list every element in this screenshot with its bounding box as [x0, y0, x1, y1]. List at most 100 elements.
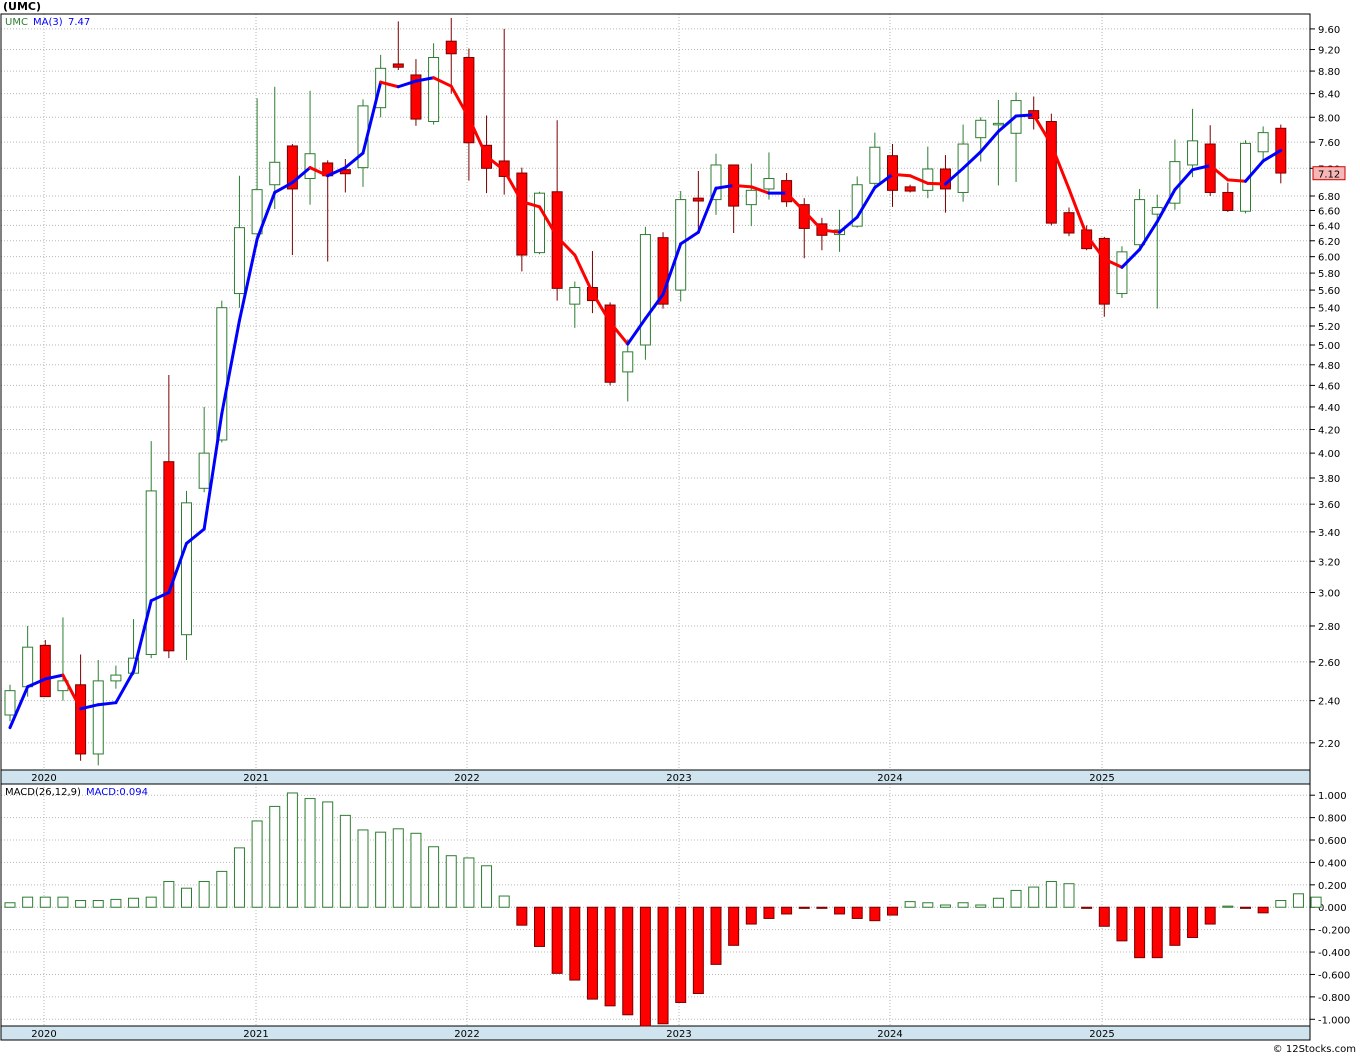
price-y-tick-label: 4.60	[1318, 381, 1340, 392]
candle-body	[4, 690, 16, 716]
candle-body	[269, 161, 281, 186]
ma-segment	[732, 183, 753, 189]
candle-body	[1063, 212, 1075, 234]
ma-segment	[502, 168, 524, 204]
macd-bar	[1240, 906, 1251, 909]
price-date-axis-band	[0, 769, 1311, 785]
ma-segment	[1102, 257, 1124, 269]
macd-bar	[181, 887, 192, 908]
ma-segment	[273, 181, 294, 194]
ma-segment	[538, 205, 559, 239]
macd-bar	[604, 906, 616, 1007]
legend-ma-label: MA(3)	[33, 17, 63, 28]
macd-date-tick-label: 2024	[877, 1029, 902, 1040]
price-y-tick-label: 8.80	[1318, 67, 1340, 78]
macd-bar	[551, 906, 563, 974]
legend-ma-value: 7.47	[68, 17, 90, 28]
ma-segment	[679, 230, 700, 246]
candle-body	[339, 169, 351, 175]
ma-segment	[1032, 113, 1053, 147]
macd-bar	[498, 895, 510, 908]
price-y-tick-label: 5.80	[1318, 269, 1340, 280]
macd-bar	[1045, 880, 1057, 908]
macd-bar	[534, 906, 545, 947]
macd-bar	[1275, 900, 1287, 908]
price-y-tick-label: 7.60	[1318, 138, 1340, 149]
macd-bar	[569, 906, 581, 981]
macd-bar	[1310, 896, 1322, 908]
macd-date-tick-label: 2020	[31, 1029, 56, 1040]
ma-segment	[361, 80, 383, 155]
price-date-tick-label: 2022	[454, 773, 479, 784]
macd-y-tick-label: -0.600	[1318, 970, 1350, 981]
ma-segment	[1014, 113, 1036, 118]
price-date-tick-label: 2020	[31, 773, 56, 784]
ma-segment	[485, 154, 506, 172]
candle-body	[657, 237, 669, 305]
ma-segment	[1173, 168, 1195, 192]
price-y-tick-label: 6.60	[1318, 206, 1340, 217]
macd-bar	[798, 906, 810, 909]
macd-bar	[816, 906, 828, 909]
macd-bar	[922, 902, 934, 908]
macd-bar	[1292, 893, 1304, 908]
macd-bar	[481, 865, 493, 908]
last-price-badge: 7.12	[1312, 166, 1346, 181]
macd-bar	[904, 901, 916, 908]
ma-segment	[608, 320, 630, 346]
ma-segment	[449, 84, 471, 120]
price-y-tick-label: 6.80	[1318, 192, 1340, 203]
candle-body	[569, 286, 581, 305]
macd-bar	[39, 896, 51, 908]
candle-body	[710, 164, 722, 201]
price-y-tick-label: 2.40	[1318, 697, 1340, 708]
macd-y-tick-label: 1.000	[1318, 791, 1347, 802]
candle-body	[445, 40, 457, 55]
candle-body	[304, 153, 316, 180]
macd-bar	[710, 906, 722, 965]
macd-bar	[304, 798, 316, 908]
ma-segment	[220, 318, 241, 416]
macd-bar	[251, 820, 263, 908]
ma-segment	[696, 186, 718, 234]
candle-body	[604, 304, 616, 383]
macd-panel-frame	[0, 783, 1311, 1027]
macd-bar	[163, 880, 175, 908]
ma-segment	[8, 685, 30, 730]
macd-bar	[1081, 906, 1093, 909]
ma-segment	[1208, 164, 1230, 182]
ma-segment	[643, 292, 665, 321]
candle-body	[1045, 121, 1057, 224]
candle-body	[975, 119, 987, 139]
price-y-tick-label: 2.80	[1318, 622, 1340, 633]
macd-bar	[1169, 906, 1181, 946]
candlestick-series	[4, 17, 1287, 766]
price-y-tick-label: 3.60	[1318, 500, 1340, 511]
macd-bar	[463, 857, 475, 908]
candle-body	[392, 63, 404, 68]
candle-body	[1187, 140, 1199, 166]
legend-symbol: UMC	[5, 17, 28, 28]
macd-bar	[216, 870, 228, 908]
macd-bar	[834, 906, 846, 915]
macd-bar	[286, 792, 298, 908]
ma-segment	[1067, 187, 1089, 237]
ma-segment	[467, 116, 489, 158]
macd-bar	[887, 906, 898, 916]
macd-bar	[692, 906, 704, 995]
macd-bar	[392, 828, 404, 908]
ma-segment	[1244, 159, 1265, 183]
candle-body	[463, 56, 475, 144]
price-y-tick-label: 3.80	[1318, 474, 1340, 485]
price-y-tick-label: 8.40	[1318, 90, 1340, 101]
ma-segment	[520, 200, 541, 209]
macd-bar	[128, 897, 140, 908]
candle-body	[851, 184, 863, 227]
ma-segment	[926, 181, 947, 186]
candle-body	[1098, 237, 1110, 305]
ma-segment	[979, 129, 1000, 154]
macd-bar	[410, 832, 422, 908]
price-y-axis: 2.20 2.40 2.60 2.80 3.00 3.20 3.40 3.60 3.80 4.00…	[1310, 25, 1340, 750]
price-y-tick-label: 5.40	[1318, 304, 1340, 315]
